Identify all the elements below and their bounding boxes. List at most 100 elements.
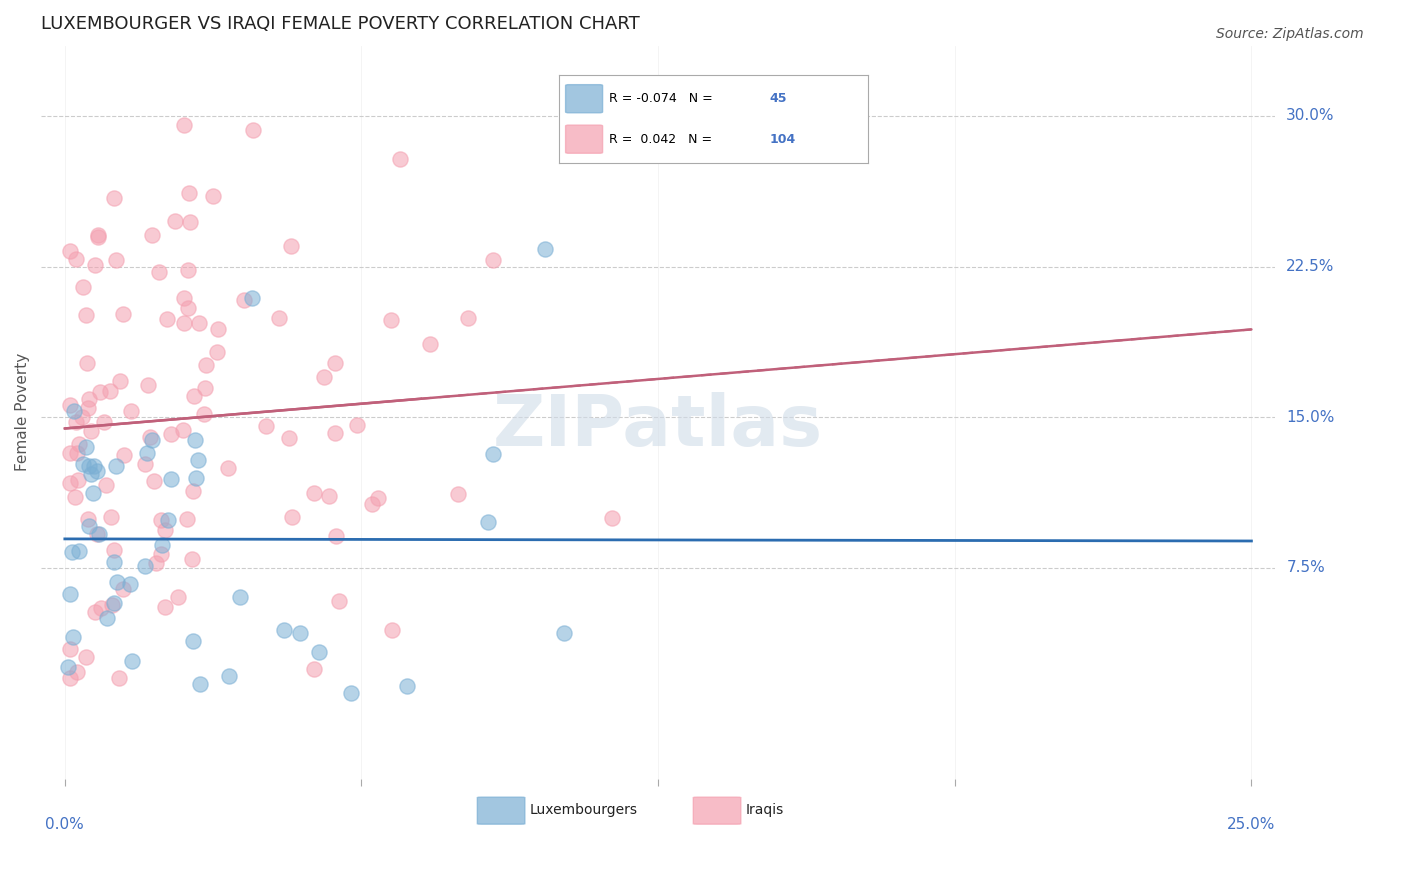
Point xyxy=(153,599,176,614)
Point xyxy=(96,610,118,624)
Point xyxy=(360,497,382,511)
Point xyxy=(72,410,94,425)
Point xyxy=(173,119,195,133)
Point xyxy=(419,337,441,351)
Point xyxy=(188,677,211,691)
Point xyxy=(181,552,204,566)
Point xyxy=(172,423,194,437)
Point xyxy=(112,448,135,462)
Point xyxy=(156,311,179,326)
Text: ZIPatlas: ZIPatlas xyxy=(494,392,823,461)
Text: 15.0%: 15.0% xyxy=(1286,409,1334,425)
Point xyxy=(388,152,411,166)
Point xyxy=(65,445,87,459)
Point xyxy=(89,384,111,399)
Point xyxy=(207,321,229,335)
Point xyxy=(103,556,125,570)
Point xyxy=(395,679,418,693)
Point xyxy=(325,529,347,543)
Point xyxy=(165,213,187,227)
Point xyxy=(66,473,89,487)
Point xyxy=(136,446,159,460)
Point xyxy=(103,543,125,558)
Point xyxy=(141,434,163,448)
Point xyxy=(79,424,101,438)
Point xyxy=(159,472,181,486)
Point xyxy=(67,437,90,451)
Text: 22.5%: 22.5% xyxy=(1286,259,1334,274)
Point xyxy=(136,378,159,392)
Point xyxy=(179,215,201,229)
Point xyxy=(75,649,97,664)
Point xyxy=(76,356,98,370)
Point xyxy=(118,576,141,591)
Point xyxy=(150,538,173,552)
Point xyxy=(77,512,100,526)
Point xyxy=(58,671,80,685)
Text: LUXEMBOURGER VS IRAQI FEMALE POVERTY CORRELATION CHART: LUXEMBOURGER VS IRAQI FEMALE POVERTY COR… xyxy=(41,15,640,33)
Point xyxy=(183,389,205,403)
Point xyxy=(381,623,404,637)
Point xyxy=(59,398,82,412)
Point xyxy=(58,642,80,657)
Point xyxy=(105,575,128,590)
Point xyxy=(77,459,100,474)
Point xyxy=(380,312,402,326)
Point xyxy=(312,370,335,384)
Point xyxy=(65,252,87,266)
Point xyxy=(447,487,470,501)
Point xyxy=(90,601,112,615)
Point xyxy=(323,425,346,440)
Point xyxy=(105,458,128,473)
Point xyxy=(72,280,94,294)
Point xyxy=(63,403,86,417)
Point xyxy=(273,624,295,638)
Point xyxy=(160,427,183,442)
Text: 7.5%: 7.5% xyxy=(1286,560,1324,575)
Point xyxy=(280,239,302,253)
Point xyxy=(201,189,224,203)
Point xyxy=(173,317,195,331)
Point xyxy=(139,430,162,444)
Point xyxy=(156,513,179,527)
Point xyxy=(65,415,87,429)
Point xyxy=(82,486,104,500)
Point xyxy=(184,471,207,485)
Point xyxy=(600,511,623,525)
Point xyxy=(62,630,84,644)
Point xyxy=(187,453,209,467)
Point xyxy=(111,307,134,321)
Point xyxy=(150,513,173,527)
Point xyxy=(267,310,290,325)
Point xyxy=(134,457,156,471)
Point xyxy=(181,634,204,648)
Point xyxy=(240,291,263,305)
Point xyxy=(93,415,115,429)
Point xyxy=(96,478,118,492)
Text: Source: ZipAtlas.com: Source: ZipAtlas.com xyxy=(1216,27,1364,41)
Point xyxy=(111,582,134,596)
Point xyxy=(103,191,125,205)
Point xyxy=(302,662,325,676)
Text: 30.0%: 30.0% xyxy=(1286,109,1334,123)
Point xyxy=(84,258,107,272)
Point xyxy=(482,252,505,267)
Point xyxy=(482,447,505,461)
Point xyxy=(121,654,143,668)
Point xyxy=(69,544,91,558)
Point xyxy=(278,431,301,445)
Point xyxy=(84,605,107,619)
Point xyxy=(76,401,98,416)
Point xyxy=(60,545,83,559)
Point xyxy=(173,291,195,305)
Point xyxy=(205,345,228,359)
Point xyxy=(177,263,200,277)
Y-axis label: Female Poverty: Female Poverty xyxy=(15,353,30,471)
Point xyxy=(477,515,499,529)
Point xyxy=(323,356,346,370)
Point xyxy=(195,358,218,372)
Point xyxy=(77,519,100,533)
Point xyxy=(72,457,94,471)
Point xyxy=(218,669,240,683)
Point xyxy=(233,293,256,307)
